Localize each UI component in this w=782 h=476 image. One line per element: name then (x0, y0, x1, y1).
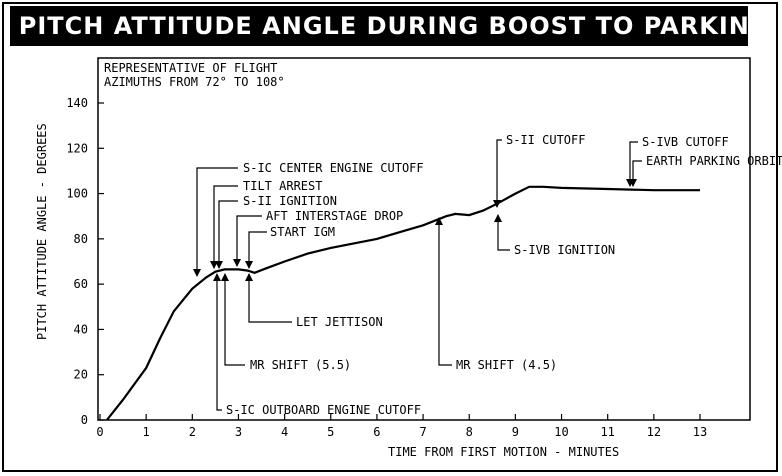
callout-arrow-sii-cutoff (493, 139, 502, 208)
label-sivb-ignition: S-IVB IGNITION (514, 243, 615, 257)
callout-arrow-sivb-cutoff (626, 141, 638, 187)
label-mr-shift-4-5: MR SHIFT (4.5) (456, 358, 557, 372)
chart-frame (2, 2, 778, 472)
x-tick-label: 7 (419, 425, 426, 439)
label-mr-shift-5-5: MR SHIFT (5.5) (250, 358, 351, 372)
x-tick-label: 8 (466, 425, 473, 439)
note-line-1: REPRESENTATIVE OF FLIGHT (104, 61, 277, 75)
y-tick-label: 80 (74, 232, 88, 246)
callout-arrow-mr-shift-4-5 (435, 217, 452, 366)
y-tick-label: 100 (66, 187, 88, 201)
label-tilt-arrest: TILT ARREST (243, 179, 322, 193)
y-tick-label: 40 (74, 322, 88, 336)
x-tick-label: 5 (327, 425, 334, 439)
y-tick-label: 120 (66, 141, 88, 155)
label-aft-interstage-drop: AFT INTERSTAGE DROP (266, 209, 403, 223)
y-tick-label: 0 (81, 413, 88, 427)
label-let-jettison: LET JETTISON (296, 315, 383, 329)
label-earth-parking-orbit: EARTH PARKING ORBIT (646, 154, 782, 168)
x-axis-label: TIME FROM FIRST MOTION - MINUTES (388, 445, 619, 459)
x-tick-label: 9 (512, 425, 519, 439)
callout-arrow-tilt-arrest (210, 185, 238, 269)
chart-title: TYPICAL PITCH ATTITUDE ANGLE DURING BOOS… (10, 6, 748, 46)
callout-arrow-let-jettison (245, 273, 292, 323)
callout-arrow-mr-shift-5-5 (221, 273, 245, 366)
x-tick-label: 1 (143, 425, 150, 439)
y-tick-label: 60 (74, 277, 88, 291)
callout-arrow-aft-interstage (233, 215, 262, 267)
x-tick-label: 13 (693, 425, 707, 439)
x-tick-label: 3 (235, 425, 242, 439)
label-sivb-cutoff: S-IVB CUTOFF (642, 135, 729, 149)
label-sii-cutoff: S-II CUTOFF (506, 133, 585, 147)
label-earth-parking-orbit-line: EARTH PARKING ORBIT (646, 154, 782, 168)
x-tick-label: 6 (373, 425, 380, 439)
x-tick-label: 12 (647, 425, 661, 439)
x-tick-label: 4 (281, 425, 288, 439)
label-sic-center-engine-cutoff: S-IC CENTER ENGINE CUTOFF (243, 161, 424, 175)
callout-arrow-sivb-ignition (494, 214, 510, 251)
axis-ticks (98, 102, 701, 421)
label-sic-outboard-engine-cutoff: S-IC OUTBOARD ENGINE CUTOFF (226, 403, 421, 417)
callout-arrow-sic-center (193, 167, 238, 277)
y-tick-label: 140 (66, 96, 88, 110)
x-tick-label: 0 (96, 425, 103, 439)
x-tick-label: 11 (600, 425, 614, 439)
callout-arrow-sii-ignition (215, 200, 238, 269)
x-tick-label: 10 (554, 425, 568, 439)
y-axis-label: PITCH ATTITUDE ANGLE - DEGREES (35, 123, 49, 340)
event-callouts: S-IC CENTER ENGINE CUTOFF TILT ARREST S-… (193, 133, 782, 417)
y-tick-label: 20 (74, 368, 88, 382)
callout-arrow-earth-parking-orbit (629, 160, 642, 187)
label-sii-ignition: S-II IGNITION (243, 194, 337, 208)
callout-arrow-sic-outboard (213, 273, 222, 411)
label-start-igm: START IGM (270, 225, 335, 239)
x-tick-label: 2 (189, 425, 196, 439)
note-line-2: AZIMUTHS FROM 72° TO 108° (104, 75, 285, 89)
plot-area (97, 57, 751, 421)
callout-arrow-start-igm (245, 231, 267, 269)
pitch-curve (106, 185, 700, 421)
